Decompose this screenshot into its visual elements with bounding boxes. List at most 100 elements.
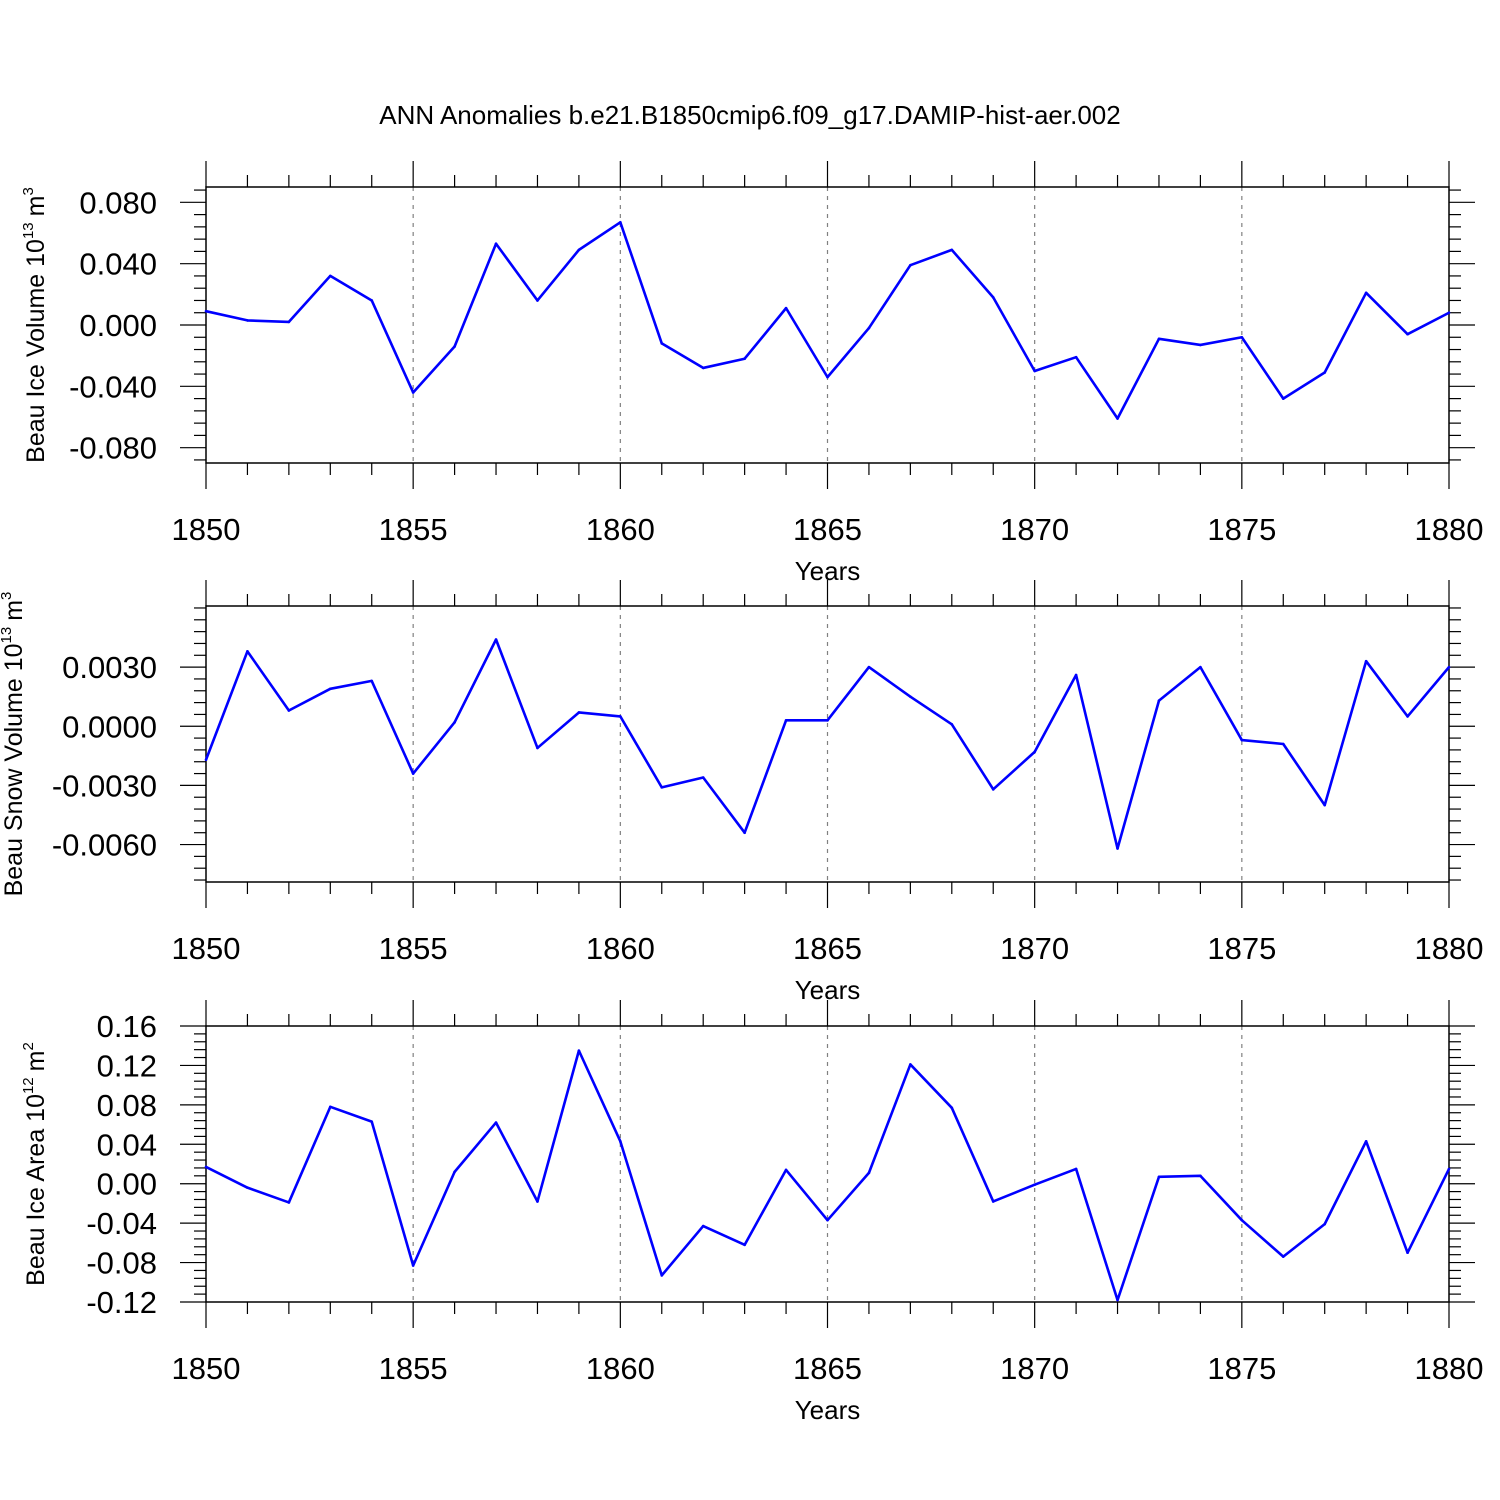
data-point — [950, 722, 954, 726]
data-point — [1157, 1175, 1161, 1179]
y-tick-label: -0.040 — [69, 369, 157, 404]
data-point — [204, 1165, 208, 1169]
data-point — [701, 366, 705, 370]
data-point — [784, 719, 788, 722]
data-point — [536, 746, 539, 750]
data-point — [1323, 371, 1326, 374]
panel-ice-area: 1850 1855 1860 1865 1870 1875 1880 Years 0.16 0.1… — [20, 1000, 1483, 1425]
data-point — [1157, 699, 1161, 702]
y-tick-label: 0.00 — [97, 1167, 157, 1202]
data-point — [453, 1170, 456, 1174]
y-axis-label-main: Beau Snow Volume 10 — [0, 643, 28, 896]
data-point — [1240, 1218, 1244, 1222]
data-point — [494, 242, 498, 246]
data-point — [287, 320, 291, 324]
y-axis-label-unit-exponent: 2 — [20, 1042, 37, 1050]
y-axis-label-unit: m — [0, 600, 28, 621]
y-axis-label-exponent: 13 — [0, 627, 15, 644]
data-point — [1406, 332, 1409, 336]
y-axis-label-unit-exponent: 3 — [20, 187, 37, 195]
y-tick-label: 0.0030 — [62, 650, 157, 685]
data-point — [619, 715, 622, 718]
y-tick-label: -0.08 — [86, 1246, 157, 1281]
data-point — [577, 1049, 581, 1052]
data-point — [411, 391, 415, 394]
data-point — [287, 1201, 291, 1204]
y-tick-label: 0.080 — [79, 185, 157, 220]
data-point — [577, 248, 581, 252]
data-point — [1406, 1251, 1409, 1255]
x-tick-label: 1870 — [1000, 512, 1069, 547]
data-point — [1323, 803, 1326, 807]
x-tick-label: 1875 — [1207, 512, 1276, 547]
data-point — [287, 709, 291, 712]
x-tick-label: 1870 — [1000, 1351, 1069, 1386]
data-point — [577, 711, 581, 714]
data-point — [329, 274, 332, 278]
data-point — [1116, 417, 1119, 420]
data-point — [329, 687, 332, 691]
data-point — [1199, 1174, 1202, 1178]
data-point — [411, 772, 415, 775]
x-tick-label: 1880 — [1415, 1351, 1484, 1386]
data-point — [991, 1200, 995, 1203]
x-tick-label: 1870 — [1000, 931, 1069, 966]
data-point — [1157, 337, 1161, 341]
y-axis-label-exponent: 12 — [20, 1077, 37, 1094]
x-tick-label: 1880 — [1415, 512, 1484, 547]
x-axis-label: Years — [795, 1395, 861, 1425]
data-point — [246, 319, 249, 322]
data-point — [329, 1105, 332, 1109]
y-tick-label: -0.0060 — [52, 828, 157, 863]
data-point — [867, 326, 871, 330]
data-point — [909, 695, 912, 698]
figure-title: ANN Anomalies b.e21.B1850cmip6.f09_g17.D… — [379, 100, 1120, 130]
data-point — [204, 309, 208, 313]
data-point — [453, 721, 456, 724]
x-tick-label: 1860 — [586, 512, 655, 547]
data-point — [701, 1224, 705, 1228]
data-point — [660, 1274, 664, 1277]
data-point — [1116, 847, 1119, 850]
data-point — [1364, 1140, 1368, 1143]
data-point — [784, 306, 788, 310]
data-point — [536, 299, 539, 302]
data-point — [1281, 397, 1285, 400]
data-point — [1447, 311, 1451, 315]
y-axis-label-exponent: 13 — [20, 222, 37, 239]
y-tick-label: -0.12 — [86, 1285, 157, 1320]
y-tick-label: 0.12 — [97, 1048, 157, 1083]
y-axis-label-main: Beau Ice Volume 10 — [22, 239, 50, 463]
x-tick-label: 1865 — [793, 931, 862, 966]
data-point — [743, 357, 746, 361]
x-tick-label: 1875 — [1207, 1351, 1276, 1386]
data-point — [1447, 1167, 1451, 1171]
y-tick-label: 0.04 — [97, 1127, 157, 1162]
data-point — [826, 375, 829, 379]
y-axis-label-unit-exponent: 3 — [0, 592, 15, 600]
panels: 1850 1855 1860 1865 1870 1875 1880 Years 0.080 0.… — [0, 161, 1483, 1425]
y-tick-label: 0.000 — [79, 308, 157, 343]
data-point — [1447, 665, 1451, 669]
x-tick-label: 1850 — [172, 1351, 241, 1386]
data-point — [1240, 335, 1244, 339]
x-tick-label: 1860 — [586, 931, 655, 966]
y-axis-label: Beau Ice Area 1012 m2 — [20, 1042, 50, 1286]
data-point — [246, 1186, 249, 1189]
data-point — [453, 345, 456, 348]
x-tick-label: 1865 — [793, 1351, 862, 1386]
data-point — [494, 1121, 498, 1124]
x-tick-label: 1855 — [379, 931, 448, 966]
x-tick-label: 1850 — [172, 931, 241, 966]
data-point — [1240, 738, 1244, 742]
x-tick-label: 1880 — [1415, 931, 1484, 966]
data-point — [826, 1218, 829, 1222]
data-point — [1281, 742, 1285, 746]
y-axis-label: Beau Snow Volume 1013 m3 — [0, 592, 28, 897]
y-axis-label-unit: m — [22, 1051, 50, 1072]
data-point — [1323, 1222, 1326, 1226]
data-point — [826, 719, 829, 722]
y-tick-label: -0.080 — [69, 431, 157, 466]
